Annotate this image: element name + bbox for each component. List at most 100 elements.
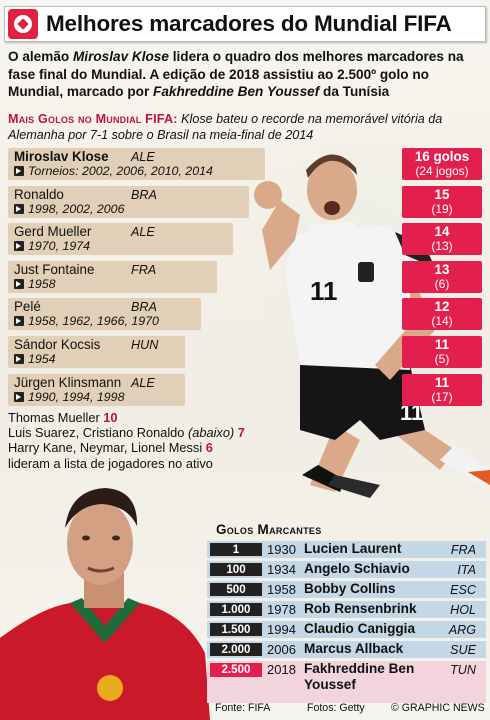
active-names-1: Thomas Mueller	[8, 410, 104, 425]
milestone-row: 500 1958 Bobby Collins ESC	[207, 581, 486, 598]
goals-count: 11	[434, 336, 450, 352]
scorer-name: Ronaldo	[14, 186, 64, 202]
play-arrow-icon	[14, 278, 24, 289]
milestone-country: FRA	[450, 543, 476, 557]
milestone-year: 1934	[267, 562, 296, 577]
scorer-years: 1970, 1974	[14, 239, 90, 253]
games-count: (14)	[431, 314, 453, 329]
milestone-number: 2.500	[210, 663, 262, 677]
scorer-name: Just Fontaine	[14, 261, 95, 277]
play-arrow-icon	[14, 316, 24, 327]
svg-text:11: 11	[400, 400, 423, 425]
world-cup-logo-icon	[8, 9, 38, 39]
scorer-name: Pelé	[14, 299, 41, 315]
goals-badge: 14 (13)	[402, 223, 482, 256]
scorer-years: Torneios: 2002, 2006, 2010, 2014	[14, 164, 213, 178]
milestone-scorer: Marcus Allback	[304, 641, 404, 656]
scorer-row: Sándor Kocsis HUN 1954	[8, 335, 185, 368]
intro-ben-youssef: Fakhreddine Ben Youssef	[153, 84, 320, 99]
milestone-country: HOL	[450, 603, 476, 617]
intro-part-3: da Tunísia	[319, 84, 390, 99]
goals-count: 15	[434, 186, 450, 202]
milestone-scorer: Claudio Caniggia	[304, 621, 416, 636]
active-names-3: Harry Kane, Neymar, Lionel Messi	[8, 440, 206, 456]
milestone-scorer: Lucien Laurent	[304, 541, 402, 556]
active-goals-1: 10	[103, 410, 118, 425]
active-players-note: Thomas Mueller 10 Luis Suarez, Cristiano…	[8, 410, 245, 471]
milestone-year: 1978	[267, 602, 296, 617]
scorer-years: 1958, 1962, 1966, 1970	[14, 314, 159, 328]
intro-text: O alemão Miroslav Klose lidera o quadro …	[8, 48, 486, 101]
goals-badge: 12 (14)	[402, 298, 482, 331]
milestone-number: 1	[210, 543, 262, 556]
scorer-country: ALE	[131, 150, 155, 164]
scorer-years: 1954	[14, 352, 56, 366]
milestone-scorer: Bobby Collins	[304, 581, 396, 596]
scorer-years-text: Torneios: 2002, 2006, 2010, 2014	[28, 164, 213, 178]
scorer-name: Gerd Mueller	[14, 224, 92, 240]
milestone-year: 1994	[267, 622, 296, 637]
milestones-title: Golos Marcantes	[216, 522, 322, 537]
milestone-row-highlight: 2.500 2018 Fakhreddine Ben Youssef TUN	[207, 661, 486, 703]
scorer-years: 1990, 1994, 1998	[14, 390, 124, 404]
active-line-4: lideram a lista de jogadores no ativo	[8, 455, 213, 471]
play-arrow-icon	[14, 241, 24, 252]
scorer-row: Pelé BRA 1958, 1962, 1966, 1970	[8, 298, 201, 331]
goals-count: 12	[434, 299, 450, 315]
active-line-3: Harry Kane, Neymar, Lionel Messi 6	[8, 440, 245, 455]
goals-badges: 16 golos (24 jogos) 15 (19) 14 (13) 13 (6) 1…	[402, 148, 482, 411]
svg-text:11: 11	[310, 276, 338, 306]
milestone-row: 1.500 1994 Claudio Caniggia ARG	[207, 621, 486, 638]
play-arrow-icon	[14, 166, 24, 176]
subheading: Mais Golos no Mundial FIFA: Klose bateu …	[8, 111, 486, 143]
ronaldo-photo	[0, 488, 210, 720]
subheading-text: Klose bateu o recorde na memorável vitór…	[8, 112, 443, 142]
milestone-country: ARG	[448, 623, 476, 637]
milestone-country: ITA	[457, 563, 476, 577]
scorer-country: BRA	[131, 300, 157, 315]
intro-part-1: O alemão	[8, 49, 73, 64]
play-arrow-icon	[14, 391, 24, 402]
milestone-row: 2.000 2006 Marcus Allback SUE	[207, 641, 486, 658]
intro-part-2: lidera o quadro dos melhores marcadores …	[8, 49, 464, 99]
milestone-number: 100	[210, 563, 262, 576]
games-count: (17)	[431, 389, 453, 404]
footer-source: Fonte: FIFA	[215, 702, 271, 714]
games-count: (24 jogos)	[415, 164, 469, 178]
milestone-row: 1 1930 Lucien Laurent FRA	[207, 541, 486, 558]
scorer-country: FRA	[131, 262, 157, 277]
active-goals-2: 7	[234, 425, 245, 441]
scorer-row: Just Fontaine FRA 1958	[8, 260, 217, 293]
page-title: Melhores marcadores do Mundial FIFA	[46, 11, 452, 36]
scorer-years-text: 1958, 1962, 1966, 1970	[28, 314, 159, 329]
games-count: (6)	[434, 276, 450, 291]
goals-count: 16 golos	[414, 149, 470, 164]
scorer-name: Miroslav Klose	[14, 149, 109, 164]
active-goals-3: 6	[205, 440, 213, 456]
milestone-scorer: Rob Rensenbrink	[304, 601, 417, 616]
milestone-row: 100 1934 Angelo Schiavio ITA	[207, 561, 486, 578]
goals-badge: 11 (17)	[402, 373, 482, 406]
milestone-country: SUE	[450, 643, 476, 657]
play-arrow-icon	[14, 203, 24, 214]
milestone-number: 1.000	[210, 603, 262, 616]
milestone-row: 1.000 1978 Rob Rensenbrink HOL	[207, 601, 486, 618]
scorer-years-text: 1970, 1974	[28, 239, 91, 254]
milestone-year: 1930	[267, 542, 296, 557]
top-scorers-list: Miroslav Klose ALE Torneios: 2002, 2006,…	[8, 148, 265, 411]
milestone-year: 2006	[267, 642, 296, 657]
scorer-years-text: 1954	[28, 351, 56, 366]
active-line-2: Luis Suarez, Cristiano Ronaldo (abaixo) …	[8, 425, 245, 440]
scorer-years: 1998, 2002, 2006	[14, 202, 124, 216]
goals-badge: 11 (5)	[402, 335, 482, 368]
scorer-years: 1958	[14, 277, 56, 291]
goals-count: 13	[434, 261, 450, 277]
scorer-years-text: 1990, 1994, 1998	[28, 389, 125, 404]
scorer-years-text: 1998, 2002, 2006	[28, 201, 125, 216]
goals-count: 11	[434, 374, 450, 390]
milestone-goals-list: 1 1930 Lucien Laurent FRA 100 1934 Angel…	[207, 541, 486, 706]
milestone-country: ESC	[450, 583, 476, 597]
goals-badge: 13 (6)	[402, 260, 482, 293]
goals-badge: 16 golos (24 jogos)	[402, 148, 482, 180]
scorer-row: Jürgen Klinsmann ALE 1990, 1994, 1998	[8, 373, 185, 406]
